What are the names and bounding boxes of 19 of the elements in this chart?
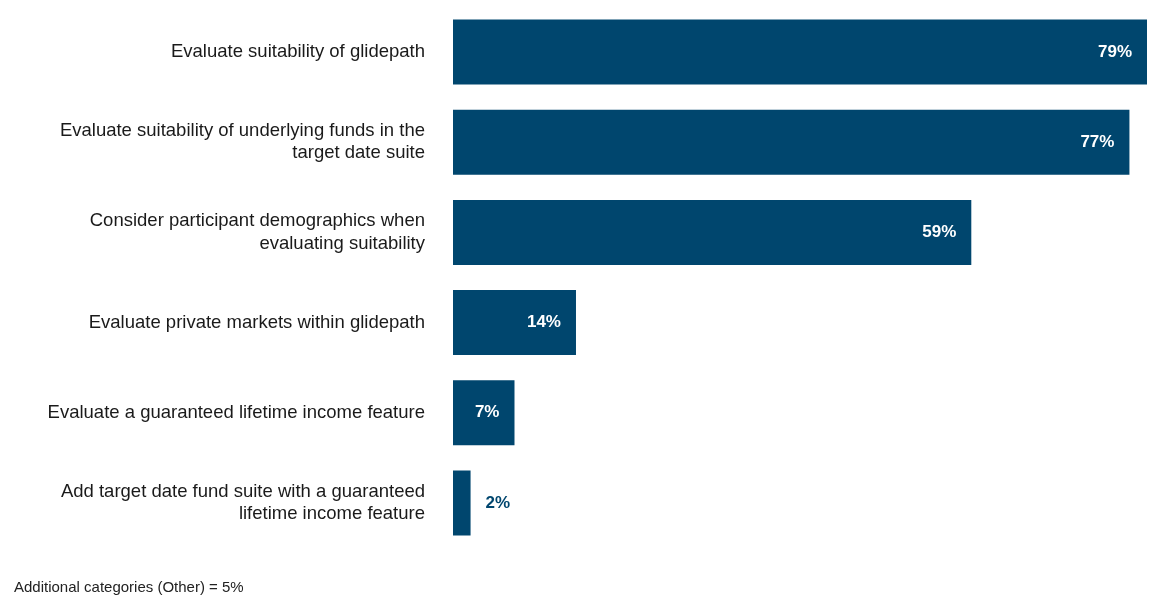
data-label: 2% [485, 492, 511, 512]
bar [453, 19, 1147, 85]
y-tick-label: Evaluate private markets within glidepath [88, 310, 425, 332]
y-tick-label: Evaluate a guaranteed lifetime income feature [47, 400, 425, 422]
y-tick-label: Evaluate suitability of glidepath [170, 40, 425, 62]
text: Additional categories (Other) = 5% [14, 578, 244, 595]
y-tick-label: Evaluate suitability of underlying funds in the target date suite [59, 119, 425, 163]
bar [453, 470, 471, 536]
data-label: 79% [1097, 41, 1132, 61]
bar [453, 109, 1130, 175]
bar [453, 290, 576, 356]
bar [453, 380, 515, 446]
data-label: 14% [526, 312, 561, 332]
bar [453, 199, 972, 265]
data-label: 77% [1080, 131, 1115, 151]
data-label: 7% [474, 402, 500, 422]
y-tick-label: Consider participant demographics when evaluating suitability [89, 209, 426, 253]
y-tick-label: Add target date fund suite with a guaranteed lifetime income feature [60, 479, 425, 524]
data-label: 59% [922, 222, 957, 242]
